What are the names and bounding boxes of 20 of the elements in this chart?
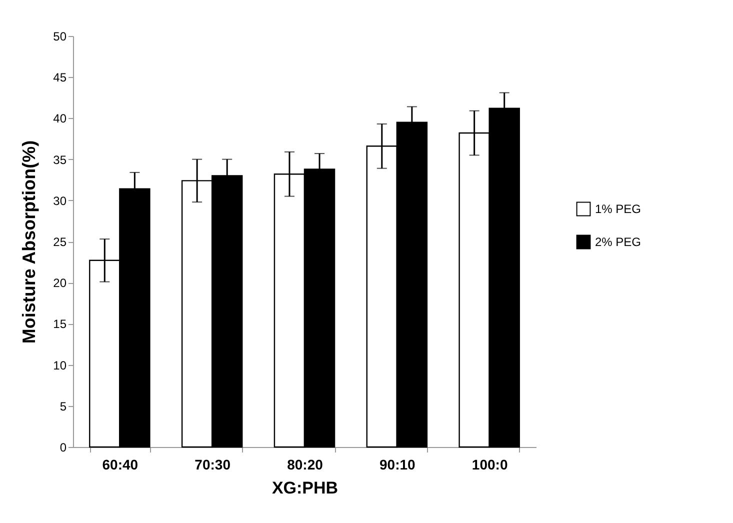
y-tick-label: 10 [53,358,67,372]
y-tick-label: 5 [60,399,67,414]
x-axis-title: XG:PHB [272,478,338,498]
y-tick-label: 50 [53,30,67,44]
y-tick-label: 0 [60,440,67,454]
x-tick-label: 100:0 [472,456,508,472]
y-axis-title: Moisture Absorption(%) [19,140,40,344]
y-tick-label: 25 [53,235,67,249]
x-tick-label: 70:30 [194,456,231,472]
y-tick-label: 40 [53,112,67,126]
y-tick-label: 45 [53,70,67,85]
x-tick-label: 90:10 [380,456,416,472]
legend-label: 1% PEG [595,202,642,216]
x-tick-label: 80:20 [287,456,324,472]
y-tick-label: 20 [53,276,67,290]
y-tick-label: 35 [53,152,67,167]
y-tick-label: 15 [53,317,67,332]
legend-label: 2% PEG [595,235,642,249]
x-tick-label: 60:40 [102,456,138,472]
y-tick-label: 30 [53,194,67,208]
